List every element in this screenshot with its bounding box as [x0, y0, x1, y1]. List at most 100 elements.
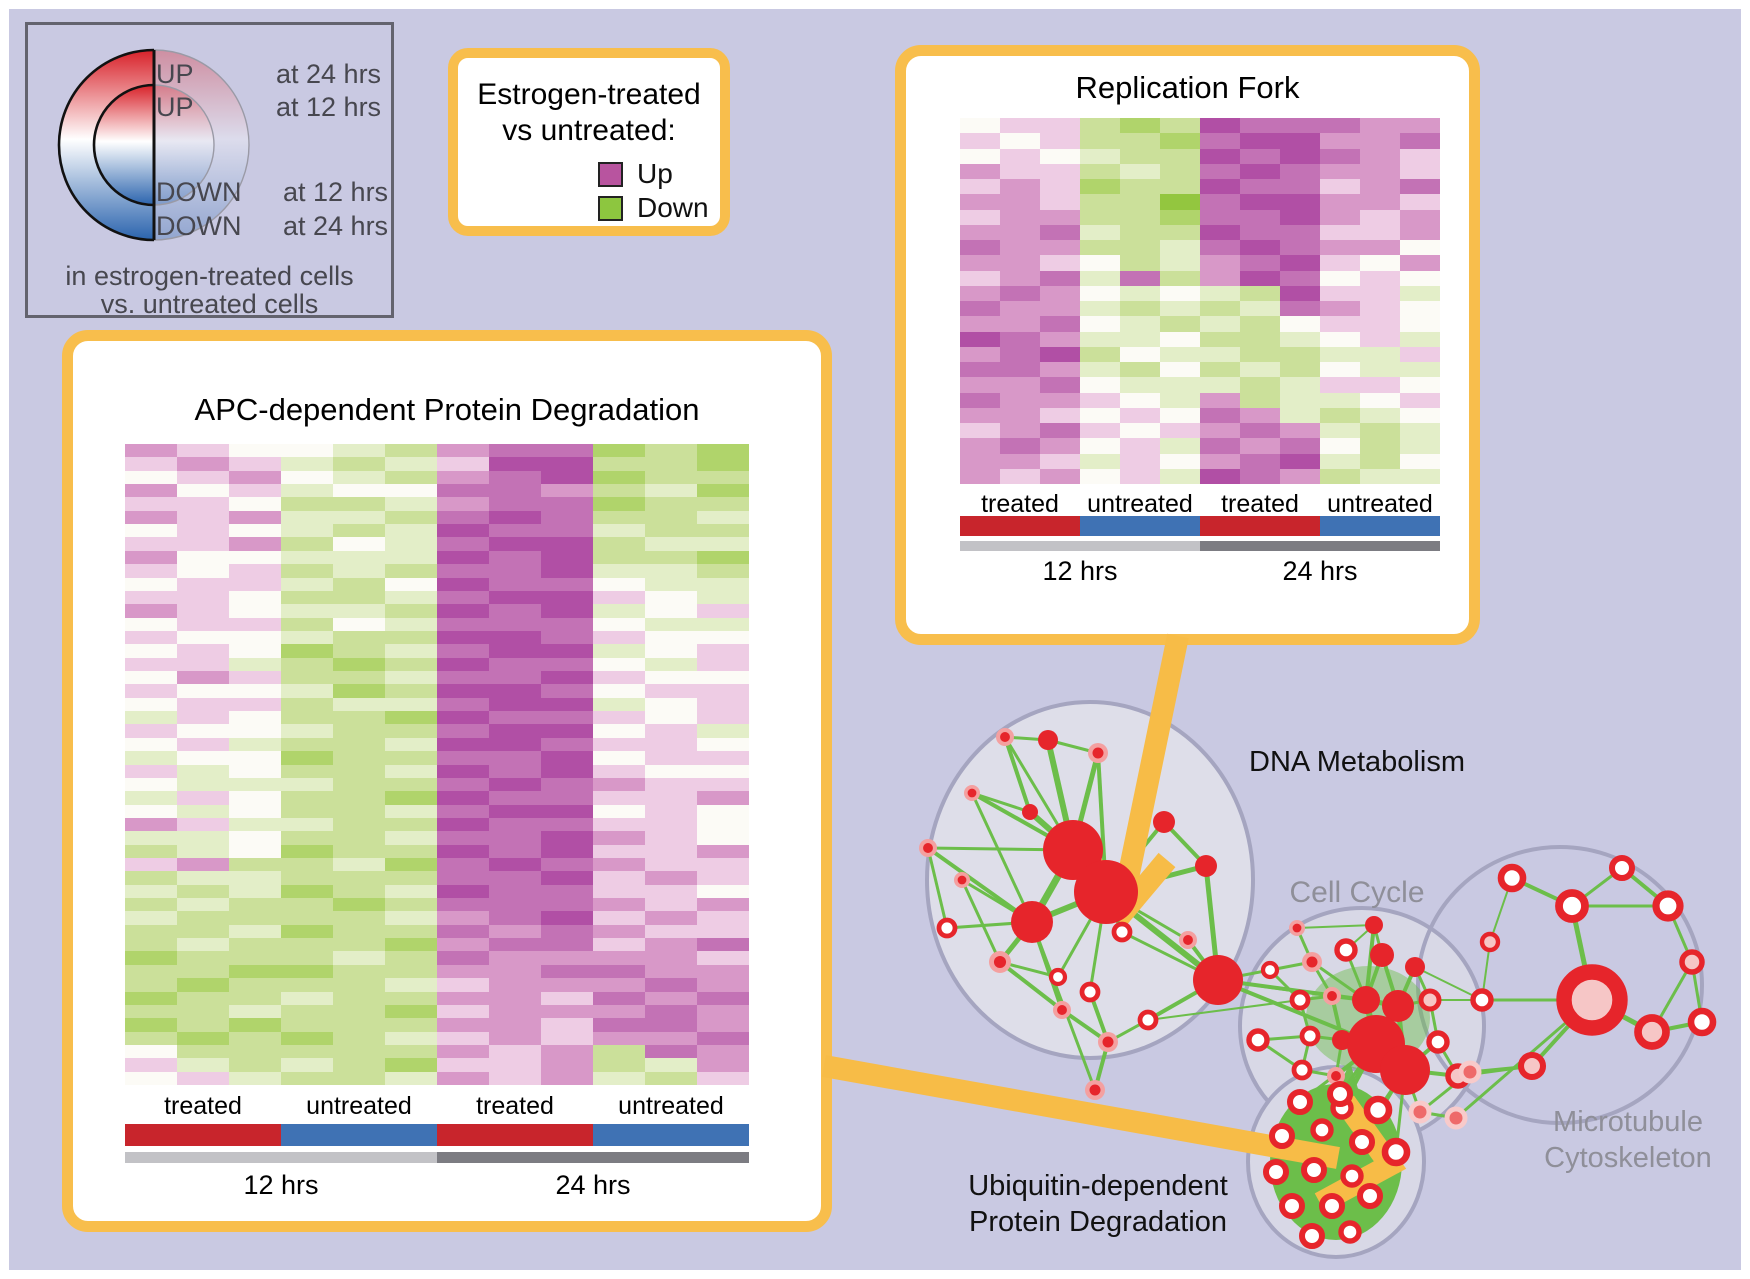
- network-node: [1299, 1025, 1321, 1047]
- network-node: [1652, 890, 1684, 922]
- network-edge: [960, 879, 1002, 963]
- network-node-core: [957, 875, 967, 885]
- apc-group-treated-12: treated: [164, 1092, 242, 1120]
- network-node: [936, 917, 958, 939]
- legend-caption-line2: vs. untreated cells: [100, 289, 319, 319]
- network-node: [1246, 1028, 1270, 1052]
- network-node: [1340, 1164, 1364, 1188]
- network-edge: [926, 847, 949, 929]
- cluster-label-microtubule-line2: Cytoskeleton: [1544, 1142, 1712, 1174]
- updown-circles-graphic: [57, 48, 250, 242]
- apc-time-12hrs: 12 hrs: [243, 1170, 319, 1200]
- legend-dir-down-24: DOWN: [156, 211, 242, 241]
- network-node: [1458, 1060, 1482, 1084]
- network-edge: [1003, 736, 1032, 813]
- apc-group-untreated-24: untreated: [618, 1092, 724, 1120]
- apc-title: APC-dependent Protein Degradation: [194, 392, 700, 427]
- panel-pointer-arrow-head: [1314, 1095, 1407, 1213]
- rf-time-24hrs: 24 hrs: [1282, 556, 1358, 586]
- rf-group-treated-12: treated: [981, 490, 1059, 518]
- network-node: [1380, 1045, 1430, 1095]
- network-node: [1444, 1106, 1468, 1130]
- down-label: Down: [637, 192, 709, 223]
- network-node: [1022, 804, 1038, 820]
- network-node: [1332, 1030, 1352, 1050]
- network-node-core: [993, 955, 1007, 969]
- apc-group-untreated-12: untreated: [306, 1092, 412, 1120]
- up-color-swatch: [598, 161, 623, 187]
- cluster-ellipse: [1416, 845, 1704, 1125]
- down-color-swatch: [598, 195, 623, 221]
- cluster-label-ubiquitin-line2: Protein Degradation: [969, 1206, 1227, 1238]
- legend-time-24: at 24 hrs: [276, 59, 382, 89]
- network-node-core: [1089, 1084, 1101, 1096]
- network-node-core: [923, 843, 933, 853]
- legend-time-12b: at 12 hrs: [283, 177, 389, 207]
- panel-pointer-arrow-shaft: [822, 1055, 1340, 1169]
- apc-heatmap: [125, 444, 749, 1085]
- legend-dir-up-24: UP: [156, 59, 194, 89]
- network-edge: [971, 791, 1031, 814]
- network-node: [1470, 988, 1494, 1012]
- network-node-core: [1057, 1005, 1067, 1015]
- rf-condition-bar: [960, 516, 1440, 536]
- network-node: [1038, 730, 1058, 750]
- apc-time-24hrs: 24 hrs: [555, 1170, 631, 1200]
- cluster-label-cell-cycle: Cell Cycle: [1289, 876, 1425, 909]
- network-edge: [926, 846, 1034, 924]
- network-node: [1408, 1100, 1432, 1124]
- rf-group-untreated-24: untreated: [1327, 490, 1433, 518]
- network-node: [1011, 901, 1053, 943]
- network-node: [1418, 988, 1442, 1012]
- network-node-core: [1000, 732, 1010, 742]
- network-node-core: [1092, 747, 1104, 759]
- network-edge: [1296, 924, 1375, 929]
- network-node: [1479, 931, 1501, 953]
- network-node-core: [1183, 935, 1193, 945]
- network-node-core: [1331, 1071, 1341, 1081]
- network-node: [1405, 957, 1425, 977]
- cluster-label-microtubule-line1: Microtubule: [1553, 1106, 1703, 1138]
- apc-group-treated-24: treated: [476, 1092, 554, 1120]
- rf-time-bar: [960, 541, 1440, 551]
- updown-key-box: Estrogen-treated vs untreated: Up Down: [448, 48, 730, 236]
- network-node: [1289, 989, 1311, 1011]
- network-node: [1363, 1095, 1393, 1125]
- network-node: [1301, 1157, 1327, 1183]
- legend-dir-up-12: UP: [156, 92, 194, 122]
- network-node: [1137, 1009, 1159, 1031]
- network-node: [1263, 1159, 1289, 1185]
- replication-fork-heatmap: [960, 118, 1440, 484]
- network-node: [1048, 967, 1068, 987]
- network-node: [1426, 1030, 1450, 1054]
- network-node: [1195, 855, 1217, 877]
- network-node-core: [967, 788, 977, 798]
- network-node: [1319, 1193, 1345, 1219]
- network-node: [1556, 964, 1628, 1036]
- network-node: [1382, 990, 1414, 1022]
- network-node: [1497, 863, 1527, 893]
- rf-time-12hrs: 12 hrs: [1042, 556, 1118, 586]
- network-edge: [1414, 966, 1483, 1001]
- network-node: [1260, 960, 1280, 980]
- network-node: [1334, 938, 1358, 962]
- network-node: [1111, 921, 1133, 943]
- rf-group-treated-24: treated: [1221, 490, 1299, 518]
- network-node: [1153, 811, 1175, 833]
- key-title-line1: Estrogen-treated: [477, 78, 701, 111]
- network-node: [1299, 1223, 1325, 1249]
- network-node: [1370, 943, 1394, 967]
- network-edge: [998, 960, 1064, 1012]
- network-node: [1310, 1118, 1334, 1142]
- network-node: [1609, 855, 1635, 881]
- network-node: [1279, 1193, 1305, 1219]
- cluster-label-ubiquitin-line1: Ubiquitin-dependent: [968, 1170, 1228, 1202]
- network-node: [1687, 1007, 1717, 1037]
- apc-time-bar: [125, 1152, 749, 1163]
- network-node: [1634, 1014, 1670, 1050]
- network-node-core: [1102, 1036, 1114, 1048]
- key-title-line2: vs untreated:: [502, 114, 676, 147]
- network-node: [1079, 981, 1101, 1003]
